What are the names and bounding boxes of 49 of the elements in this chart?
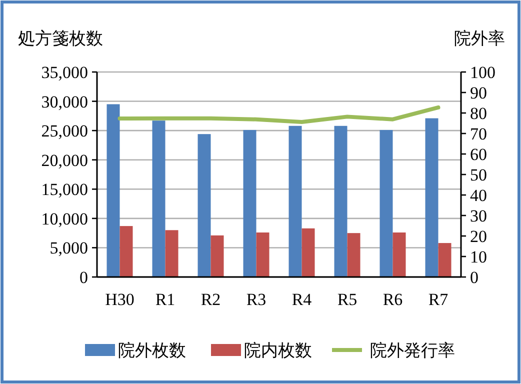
x-tick-label: H30 [105,290,134,309]
y2-tick-label: 100 [470,63,496,82]
y2-tick-label: 20 [470,227,487,246]
y2-tick-label: 40 [470,186,487,205]
y-tick-label: 0 [80,268,88,287]
bar [165,230,178,277]
bar [347,233,360,277]
bar [438,243,452,277]
line-series [118,105,440,124]
x-tick-label: R1 [155,290,176,309]
y2-tick-label: 90 [470,84,487,102]
y-tick-label: 20,000 [41,150,88,170]
y2-tick-label: 0 [470,268,478,287]
bar [288,126,302,277]
x-tick-label: R2 [200,290,221,309]
y2-tick-label: 30 [470,206,487,226]
bar [243,130,256,277]
legend-label: 院外発行率 [370,341,455,360]
bar [302,228,315,277]
y-axis-title: 処方箋枚数 [18,29,103,48]
bar [106,104,120,277]
bar [425,118,438,277]
y2-tick-label: 70 [470,124,487,144]
y-tick-label: 10,000 [41,209,88,228]
y-tick-label: 5,000 [50,238,88,258]
bar [152,120,166,277]
bar [334,126,348,277]
legend-label: 院外枚数 [118,341,186,360]
y2-tick-label: 50 [470,166,487,184]
bar [256,232,270,277]
y-tick-label: 35,000 [41,63,88,82]
y-tick-label: 30,000 [41,92,88,112]
bar [392,232,406,277]
bar [210,235,224,277]
y2-tick-label: 60 [470,145,487,164]
x-tick-label: R7 [428,290,449,309]
x-tick-label: R5 [337,290,358,309]
bar [120,226,133,277]
y2-axis-title: 院外率 [454,29,505,48]
y-tick-label: 15,000 [41,180,88,200]
y2-tick-label: 10 [470,248,487,266]
bar [198,134,211,277]
y2-tick-label: 80 [470,104,487,123]
legend-label: 院内枚数 [244,341,312,360]
y-tick-label: 25,000 [41,122,88,141]
x-tick-label: R6 [382,290,403,309]
x-tick-label: R3 [246,290,266,309]
bar [380,130,393,277]
x-tick-label: R4 [292,290,312,309]
